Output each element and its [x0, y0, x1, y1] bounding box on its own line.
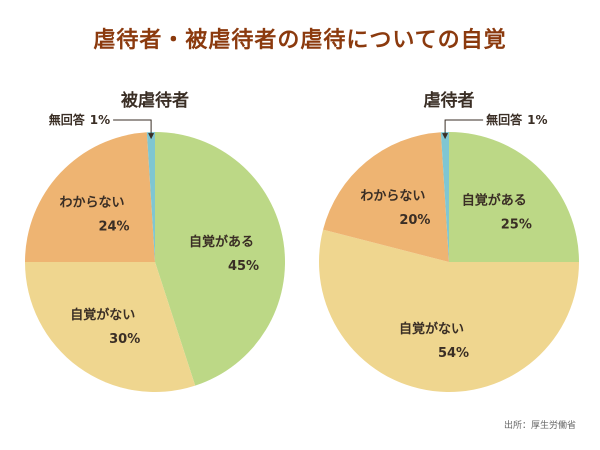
- pie-slice-unknown: [323, 132, 449, 262]
- pie-slice-unknown: [25, 132, 155, 262]
- callout-value: 1%: [527, 113, 547, 127]
- slice-value-aware: 25%: [501, 218, 532, 233]
- slice-label-aware: 自覚がある: [462, 193, 527, 209]
- callout-category: 無回答: [486, 112, 523, 127]
- pie-slice-no-answer: [146, 132, 155, 262]
- slice-value-unknown: 24%: [98, 219, 129, 234]
- pie-slice-unaware: [319, 229, 579, 392]
- slice-label-unknown: わからない: [360, 189, 425, 204]
- callout-arrow: [442, 133, 449, 140]
- source-note: 出所：厚生労働省: [503, 421, 576, 431]
- pie-slice-no-answer: [440, 132, 449, 262]
- pie-slice-unaware: [25, 262, 196, 393]
- chart-title: 被虐待者: [121, 90, 189, 111]
- slice-value-unaware: 54%: [438, 346, 469, 361]
- callout-line: [444, 119, 484, 139]
- callout-value: 1%: [90, 113, 110, 127]
- slice-value-aware: 45%: [228, 259, 259, 274]
- pie-slices: [319, 132, 579, 392]
- chart-title: 虐待者: [424, 90, 475, 111]
- pie-chart-right: 虐待者 自覚がある 25% 自覚がない 54% わからない 20% 無回答 1%: [319, 90, 579, 392]
- callout-label-no-answer: 無回答 1%: [486, 112, 547, 127]
- slice-label-aware: 自覚がある: [189, 234, 254, 250]
- callout-arrow: [148, 133, 155, 140]
- slice-label-unaware: 自覚がない: [399, 321, 464, 337]
- slice-value-unknown: 20%: [399, 213, 430, 228]
- pie-chart-left: 被虐待者 自覚がある 45% 自覚がない 30% わからない 24% 無回答 1%: [25, 90, 286, 393]
- pie-slices: [25, 132, 286, 393]
- callout-category: 無回答: [49, 112, 86, 127]
- callout-label-no-answer: 無回答 1%: [49, 112, 110, 127]
- slice-value-unaware: 30%: [109, 332, 140, 347]
- callout-line: [113, 119, 152, 139]
- page-title: 虐待者・被虐待者の虐待についての自覚: [93, 28, 507, 53]
- pie-slice-aware: [449, 132, 579, 262]
- slice-label-unaware: 自覚がない: [70, 307, 135, 323]
- slice-label-unknown: わからない: [59, 195, 124, 210]
- pie-slice-aware: [155, 132, 286, 386]
